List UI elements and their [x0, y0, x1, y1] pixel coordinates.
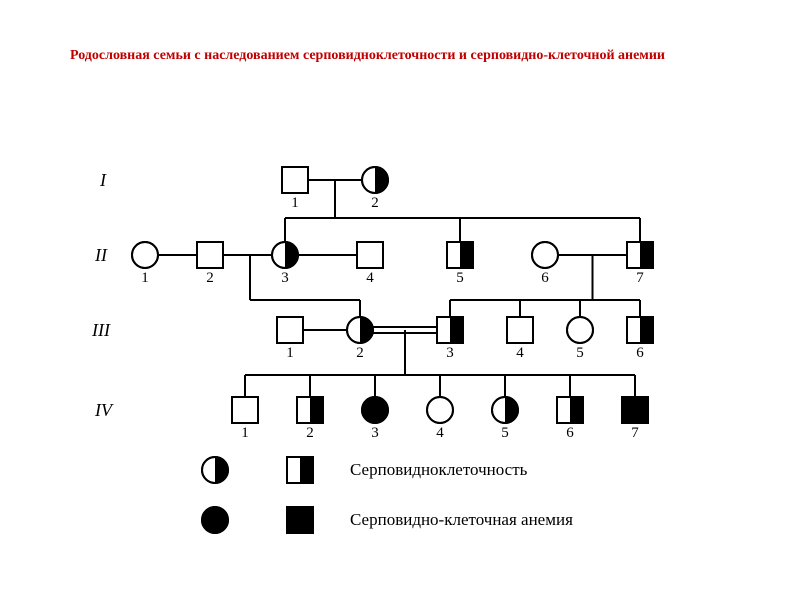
pedigree-node — [277, 317, 303, 343]
node-number: 5 — [501, 425, 509, 442]
pedigree-node — [532, 242, 558, 268]
pedigree-node — [282, 167, 308, 193]
pedigree-node — [232, 397, 258, 423]
node-number: 1 — [241, 425, 249, 442]
generation-label: I — [100, 170, 106, 191]
node-number: 5 — [456, 270, 464, 287]
pedigree-node — [567, 317, 593, 343]
node-number: 2 — [356, 345, 364, 362]
node-number: 6 — [566, 425, 574, 442]
generation-label: III — [92, 320, 110, 341]
pedigree-node — [202, 457, 228, 483]
node-number: 3 — [446, 345, 454, 362]
node-number: 1 — [141, 270, 149, 287]
pedigree-node — [622, 397, 648, 423]
node-number: 2 — [371, 195, 379, 212]
pedigree-node — [132, 242, 158, 268]
node-number: 4 — [436, 425, 444, 442]
pedigree-node — [197, 242, 223, 268]
node-number: 3 — [281, 270, 289, 287]
pedigree-node — [427, 397, 453, 423]
generation-label: IV — [95, 400, 112, 421]
pedigree-node — [287, 457, 313, 483]
generation-label: II — [95, 245, 107, 266]
pedigree-node — [437, 317, 463, 343]
node-number: 2 — [306, 425, 314, 442]
pedigree-node — [557, 397, 583, 423]
pedigree-node — [507, 317, 533, 343]
pedigree-node — [447, 242, 473, 268]
pedigree-node — [362, 167, 388, 193]
pedigree-node — [272, 242, 298, 268]
node-number: 2 — [206, 270, 214, 287]
node-number: 5 — [576, 345, 584, 362]
node-number: 6 — [541, 270, 549, 287]
legend-label: Серповидно-клеточная анемия — [350, 510, 573, 530]
node-number: 3 — [371, 425, 379, 442]
pedigree-node — [362, 397, 388, 423]
pedigree-node — [287, 507, 313, 533]
legend-label: Серповидноклеточность — [350, 460, 527, 480]
node-number: 4 — [366, 270, 374, 287]
pedigree-node — [297, 397, 323, 423]
pedigree-node — [627, 242, 653, 268]
pedigree-node — [627, 317, 653, 343]
node-number: 1 — [291, 195, 299, 212]
pedigree-node — [357, 242, 383, 268]
pedigree-node — [492, 397, 518, 423]
node-number: 7 — [636, 270, 644, 287]
node-number: 1 — [286, 345, 294, 362]
pedigree-node — [202, 507, 228, 533]
pedigree-node — [347, 317, 373, 343]
node-number: 4 — [516, 345, 524, 362]
node-number: 7 — [631, 425, 639, 442]
node-number: 6 — [636, 345, 644, 362]
